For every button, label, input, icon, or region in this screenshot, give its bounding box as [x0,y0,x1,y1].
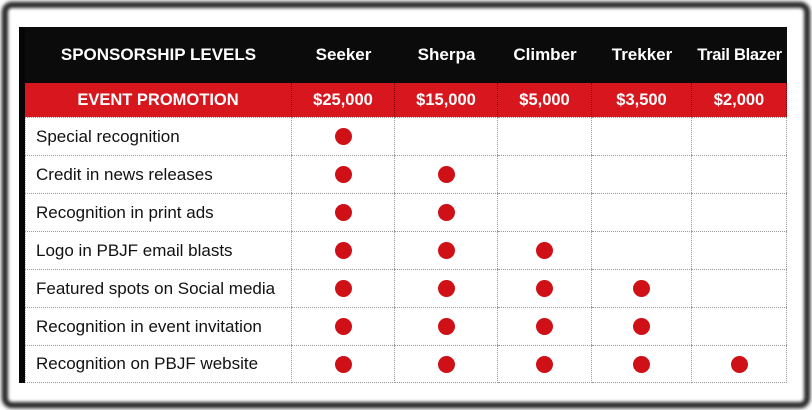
sponsorship-table: SPONSORSHIP LEVELS Seeker Sherpa Climber Tr… [19,27,787,383]
benefit-label: Logo in PBJF email blasts [25,231,292,269]
table-row: Logo in PBJF email blasts [25,231,787,269]
benefit-cell [498,345,592,383]
benefit-cell [292,269,395,307]
benefit-cell [292,345,395,383]
benefit-dot [437,280,455,297]
benefit-dot [536,242,553,259]
benefit-cell [498,269,592,307]
column-header: Sherpa [395,27,498,83]
benefit-cell [592,117,692,155]
table-row: Special recognition [25,117,787,155]
benefit-cell [692,307,787,345]
benefit-dot [334,318,352,335]
column-header: Trail Blazer [692,27,787,83]
benefit-dot [437,355,455,373]
benefit-cell [592,269,692,307]
benefit-dot [334,355,352,373]
benefit-dot [536,355,553,373]
benefit-dot [730,355,748,373]
benefit-rows: Special recognition Credit in news releas… [25,117,787,383]
promo-price: $25,000 [292,83,395,117]
benefit-dot [334,204,352,221]
benefit-cell [592,155,692,193]
column-header: Trekker [592,27,692,83]
benefit-cell [692,269,787,307]
benefit-cell [692,117,787,155]
header-sponsorship-levels: SPONSORSHIP LEVELS [25,27,292,83]
benefit-label: Special recognition [25,117,292,155]
table-header-row: SPONSORSHIP LEVELS Seeker Sherpa Climber Tr… [25,27,787,83]
benefit-cell [395,193,498,231]
benefit-dot [536,318,553,335]
table-row: Featured spots on Social media [25,269,787,307]
benefit-label: Featured spots on Social media [25,269,292,307]
benefit-cell [395,155,498,193]
benefit-label: Recognition in event invitation [25,307,292,345]
benefit-cell [498,307,592,345]
benefit-cell [395,117,498,155]
benefit-cell [592,193,692,231]
benefit-dot [334,166,352,183]
benefit-cell [292,155,395,193]
benefit-cell [395,231,498,269]
table-row: Credit in news releases [25,155,787,193]
benefit-dot [633,355,650,373]
table-row: Recognition in print ads [25,193,787,231]
benefit-cell [498,231,592,269]
benefit-cell [395,269,498,307]
benefit-cell [692,193,787,231]
benefit-cell [292,307,395,345]
benefit-cell [592,345,692,383]
promo-price: $2,000 [692,83,787,117]
benefit-dot [437,166,455,183]
benefit-cell [395,345,498,383]
benefit-cell [395,307,498,345]
benefit-dot [334,128,352,145]
benefit-dot [633,280,650,297]
benefit-dot [334,242,352,259]
benefit-cell [592,307,692,345]
benefit-cell [692,345,787,383]
benefit-label: Credit in news releases [25,155,292,193]
promo-price: $15,000 [395,83,498,117]
promo-price: $5,000 [498,83,592,117]
benefit-cell [292,231,395,269]
benefit-cell [592,231,692,269]
benefit-dot [334,280,352,297]
benefit-cell [692,155,787,193]
event-promotion-row: EVENT PROMOTION $25,000 $15,000 $5,000 $3,5… [25,83,787,117]
benefit-cell [292,117,395,155]
benefit-cell [498,193,592,231]
benefit-dot [437,204,455,221]
table-row: Recognition in event invitation [25,307,787,345]
benefit-dot [437,242,455,259]
promo-price: $3,500 [592,83,692,117]
column-header: Climber [498,27,592,83]
benefit-label: Recognition on PBJF website [25,345,292,383]
benefit-label: Recognition in print ads [25,193,292,231]
table-row: Recognition on PBJF website [25,345,787,383]
benefit-dot [437,318,455,335]
benefit-cell [498,117,592,155]
benefit-dot [536,280,553,297]
benefit-cell [498,155,592,193]
benefit-dot [633,318,650,335]
benefit-cell [692,231,787,269]
column-header: Seeker [292,27,395,83]
promo-row-label: EVENT PROMOTION [25,83,292,117]
benefit-cell [292,193,395,231]
